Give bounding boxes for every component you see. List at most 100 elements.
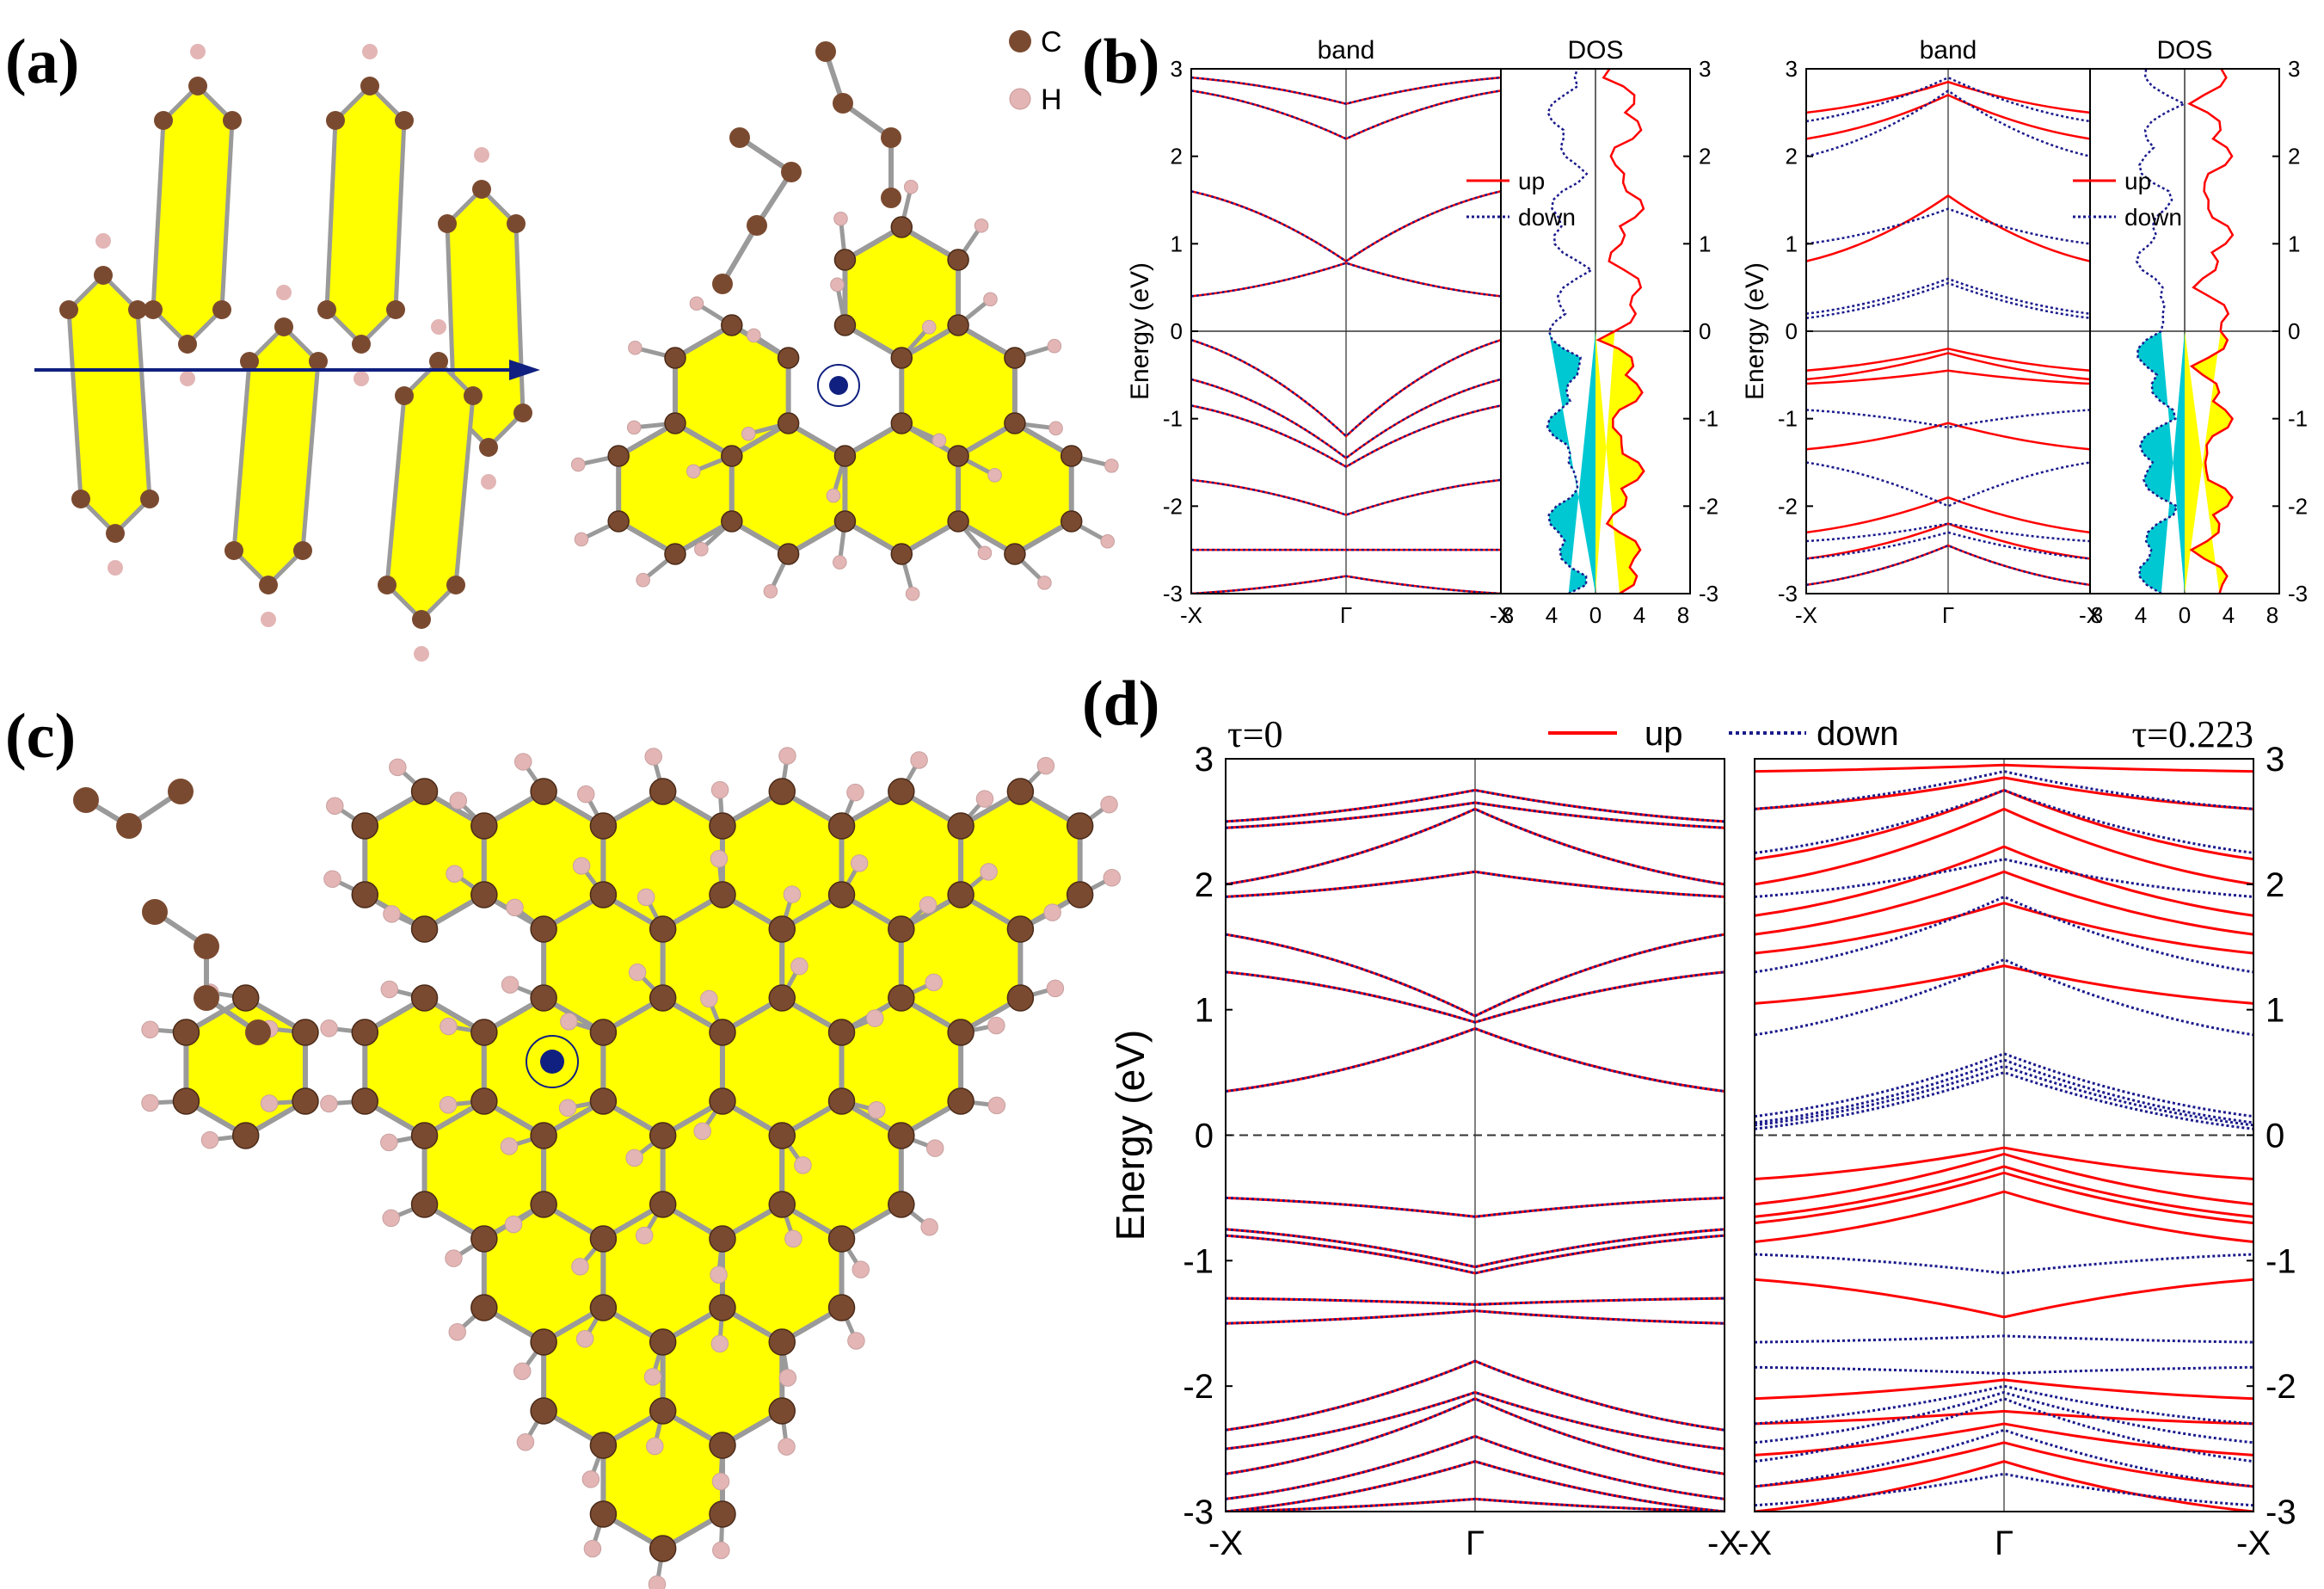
axis-center-ring-a xyxy=(817,364,860,407)
y-tick-label: 0 xyxy=(2288,318,2300,344)
down-band-line xyxy=(1806,461,2090,508)
dos-x-tick-label: 4 xyxy=(2135,602,2147,628)
down-band-line xyxy=(1226,1026,1725,1093)
molecule-a-hydrogen-atom xyxy=(1100,533,1116,549)
down-band-line xyxy=(1755,1052,2253,1118)
y-tick-label: 3 xyxy=(1786,56,1798,82)
molecule-c-carbon-atom xyxy=(351,1019,379,1046)
y-axis-label: Energy (eV) xyxy=(1108,1030,1153,1241)
molecule-c-hydrogen-atom xyxy=(383,905,401,923)
molecule-c-hydrogen-atom xyxy=(320,1019,338,1038)
molecule-a-carbon-atom xyxy=(664,412,686,434)
side-view-carbon xyxy=(128,300,147,319)
side-view-hydrogen xyxy=(481,474,496,490)
molecule-a-carbon-atom xyxy=(833,445,857,467)
molecule-c-hydrogen-atom xyxy=(920,1217,938,1236)
x-tick-label: -X xyxy=(1737,1524,1772,1562)
molecule-c-carbon-atom xyxy=(649,1397,677,1425)
molecule-a-chain-bond xyxy=(738,135,793,175)
side-view-carbon xyxy=(386,300,405,319)
x-tick-label: -X xyxy=(1208,1524,1243,1562)
molecule-c-carbon-atom xyxy=(351,1087,379,1115)
side-view-carbon xyxy=(259,576,278,594)
y-tick-label: -1 xyxy=(1183,1242,1214,1280)
y-tick-label: 0 xyxy=(2266,1118,2284,1155)
molecule-a-hydrogen-atom xyxy=(921,319,937,335)
side-view-carbon xyxy=(212,300,231,319)
up-band-line xyxy=(1806,194,2090,262)
molecule-c-hydrogen-atom xyxy=(439,1095,458,1114)
molecule-c-hydrogen-atom xyxy=(783,885,802,903)
down-band-line xyxy=(1755,1384,2253,1426)
molecule-c-hydrogen-atom xyxy=(980,863,998,881)
axis-center-dot-a xyxy=(829,376,848,395)
side-view-carbon xyxy=(326,111,345,130)
molecule-a-carbon-atom xyxy=(1004,543,1026,565)
y-tick-label: -2 xyxy=(1163,493,1183,519)
molecule-c-carbon-atom xyxy=(1066,812,1094,840)
dos-up-line xyxy=(2187,68,2235,594)
dos-x-tick-label: 4 xyxy=(1633,602,1645,628)
side-view-carbon xyxy=(274,317,293,336)
molecule-c-hydrogen-atom xyxy=(710,1266,728,1284)
molecule-c-hydrogen-atom xyxy=(778,1438,796,1456)
y-tick-label: 3 xyxy=(1171,56,1183,82)
down-band-line xyxy=(1806,531,2090,560)
up-band-line xyxy=(1755,1190,2253,1243)
hydrogen-legend-label: H xyxy=(1041,83,1062,116)
molecule-c-carbon-atom xyxy=(172,1019,200,1046)
molecule-c-carbon-atom xyxy=(351,881,379,908)
down-band-line xyxy=(1226,933,1725,1018)
down-band-line xyxy=(1806,281,2090,319)
molecule-a-chain-carbon xyxy=(815,41,836,62)
axis-center-ring-c xyxy=(526,1035,579,1088)
legend-down-label: down xyxy=(2124,204,2182,231)
y-tick-label: 3 xyxy=(2266,741,2284,779)
molecule-c-carbon-atom xyxy=(827,812,856,840)
side-view-carbon xyxy=(507,214,526,233)
side-view-hydrogen xyxy=(362,44,378,59)
molecule-c-hydrogen-atom xyxy=(571,1257,589,1276)
molecule-c-hydrogen-atom xyxy=(919,896,938,915)
molecule-c-hydrogen-atom xyxy=(513,1362,532,1381)
molecule-a-carbon-atom xyxy=(1060,510,1083,533)
dos-title: DOS xyxy=(2156,36,2212,65)
molecule-c-hydrogen-atom xyxy=(910,751,928,769)
y-tick-label: 0 xyxy=(1699,318,1711,344)
molecule-c-carbon-atom xyxy=(709,881,736,908)
molecule-a-hydrogen-atom xyxy=(1047,338,1062,354)
molecule-c-hydrogen-atom xyxy=(583,1539,602,1558)
up-band-line xyxy=(1755,763,2253,773)
panel-label-b: (b) xyxy=(1082,27,1159,97)
molecule-c-hydrogen-atom xyxy=(560,1013,578,1031)
molecule-a-carbon-atom xyxy=(721,510,743,533)
axis-center-dot-c xyxy=(540,1050,564,1074)
molecule-c-carbon-atom xyxy=(827,1087,856,1115)
molecule-c-carbon-atom xyxy=(292,1019,319,1046)
molecule-a-carbon-atom xyxy=(947,314,969,336)
down-band-line xyxy=(1755,1365,2253,1376)
down-band-line xyxy=(1755,1058,2253,1124)
side-view-hydrogen xyxy=(261,612,276,627)
y-tick-label: -2 xyxy=(1699,493,1718,519)
molecule-c-hydrogen-atom xyxy=(625,1149,643,1167)
molecule-a-hydrogen-atom xyxy=(741,426,756,441)
down-band-line xyxy=(1191,575,1501,594)
molecule-a-carbon-atom xyxy=(1004,412,1026,434)
dos-x-tick-label: 0 xyxy=(1589,602,1602,628)
y-tick-label: -3 xyxy=(1163,581,1183,607)
molecule-c-hydrogen-atom xyxy=(516,1433,535,1451)
tau-label: τ=0 xyxy=(1227,713,1283,755)
side-view-hydrogen xyxy=(108,560,123,576)
up-band-line xyxy=(1755,1146,2253,1181)
molecule-c-carbon-atom xyxy=(530,1397,557,1425)
molecule-c-carbon-atom xyxy=(470,812,498,840)
y-tick-label: -1 xyxy=(1778,406,1798,432)
side-view-hydrogen xyxy=(276,285,292,300)
molecule-c-hydrogen-atom xyxy=(648,1575,667,1589)
up-band-line xyxy=(1755,1152,2253,1206)
y-tick-label: 0 xyxy=(1786,318,1798,344)
y-tick-label: 1 xyxy=(1786,231,1798,256)
